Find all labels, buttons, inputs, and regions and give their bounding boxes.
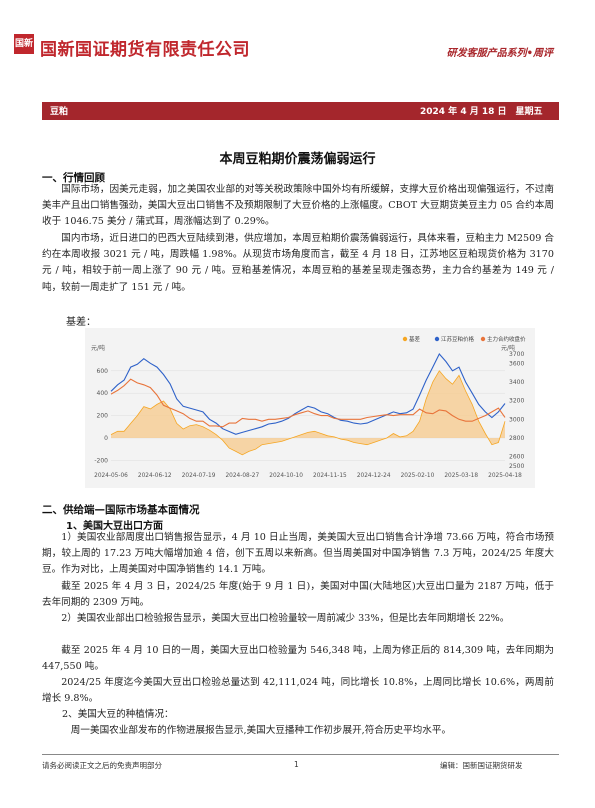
right-tick-label: 3400 [509, 379, 524, 386]
report-info-bar [42, 102, 559, 120]
right-tick-label: 2800 [509, 435, 524, 442]
footer-editor: 编辑：国新国证期货研发 [440, 761, 523, 770]
left-tick-label: 0 [104, 435, 108, 442]
legend-swatch [434, 336, 440, 342]
spot-price-line [110, 353, 506, 435]
legend-label: 基差 [409, 335, 421, 343]
report-series: 研发客服产品系列•周评 [446, 48, 553, 59]
chart-legend: 基差 江苏豆粕价格 主力合约收盘价 [402, 335, 526, 343]
x-tick-label: 2025-03-18 [444, 473, 478, 479]
section-heading-market-review: 一、行情回顾 [42, 172, 105, 184]
page-title: 本周豆粕期价震荡偏弱运行 [219, 152, 376, 167]
right-tick-label: 3700 [509, 351, 524, 358]
paragraph-export-inspection: 2）美国农业部出口检验报告显示，美国大豆出口检验量较一周前减少 33%，但是比去… [61, 613, 510, 624]
chart-plot-area [110, 353, 506, 456]
paragraph-export-to-china: 截至 2025 年 4 月 3 日，2024/25 年度(始于 9 月 1 日)… [42, 581, 554, 609]
paragraph-international-market: 国际市场，因美元走弱，加之美国农业部的对等关税政策除中国外均有所缓解，支撑大豆价… [42, 184, 554, 228]
report-date: 2024 年 4 月 18 日 星期五 [420, 107, 543, 117]
right-tick-label: 2500 [509, 463, 524, 470]
chart-label: 基差： [66, 317, 96, 328]
x-tick-label: 2025-02-10 [401, 473, 435, 479]
left-tick-label: -200 [94, 457, 108, 464]
right-tick-label: 3600 [509, 360, 524, 367]
left-tick-label: 200 [97, 413, 109, 420]
right-axis-unit: 元/吨 [501, 344, 515, 352]
legend-swatch [480, 336, 486, 342]
right-tick-label: 3000 [509, 416, 524, 423]
right-tick-label: 3200 [509, 398, 524, 405]
paragraph-planting-progress: 周一美国农业部发布的作物进展报告显示,美国大豆播种工作初步展开,符合历史平均水平… [70, 725, 452, 736]
left-tick-label: 600 [97, 368, 109, 375]
x-tick-label: 2024-07-19 [182, 473, 216, 479]
right-axis: 2500 2600 2800 3000 3200 3400 3600 3700 [509, 351, 524, 470]
x-tick-label: 2024-06-12 [138, 473, 172, 479]
futures-price-line [110, 378, 506, 428]
legend-label: 江苏豆粕价格 [441, 335, 475, 343]
left-axis: -200 0 200 400 600 [94, 368, 108, 465]
company-name: 国新国证期货有限责任公司 [40, 40, 250, 60]
basis-area [111, 370, 505, 455]
left-tick-label: 400 [97, 390, 109, 397]
company-logo: 国新 [14, 34, 34, 54]
footer-disclaimer: 请务必阅读正文之后的免责声明部分 [42, 761, 162, 770]
legend-swatch [402, 336, 408, 342]
x-tick-label: 2025-04-18 [488, 473, 522, 479]
paragraph-season-inspection: 2024/25 年度迄今美国大豆出口检验总量达到 42,111,024 吨，同比… [42, 677, 554, 705]
x-tick-label: 2024-05-06 [94, 473, 128, 479]
subheading-us-export: 1、美国大豆出口方面 [66, 521, 163, 532]
left-axis-unit: 元/吨 [91, 344, 105, 352]
paragraph-weekly-inspection: 截至 2025 年 4 月 10 日的一周，美国大豆出口检验量为 546,348… [42, 645, 554, 673]
paragraph-domestic-market: 国内市场，近日进口的巴西大豆陆续到港，供应增加，本周豆粕期价震荡偏弱运行，具体来… [42, 233, 554, 293]
paragraph-export-sales: 1）美国农业部周度出口销售报告显示，4 月 10 日止当周，美美国大豆出口销售合… [42, 532, 554, 576]
legend-label: 主力合约收盘价 [487, 335, 526, 343]
x-axis: 2024-05-06 2024-06-12 2024-07-19 2024-08-27… [94, 473, 522, 479]
footer-divider [42, 754, 559, 755]
page-number: 1 [294, 760, 299, 769]
x-tick-label: 2024-11-15 [313, 473, 347, 479]
basis-line [110, 370, 506, 456]
x-tick-label: 2024-10-10 [269, 473, 303, 479]
section-heading-supply: 二、供给端—国际市场基本面情况 [42, 504, 200, 516]
basis-chart: 基差 江苏豆粕价格 主力合约收盘价 元/吨 元/吨 -200 0 200 400 600 2… [85, 328, 535, 488]
x-tick-label: 2024-12-24 [357, 473, 391, 479]
subheading-planting: 2、美国大豆的种植情况： [62, 709, 174, 720]
report-category: 豆粕 [50, 107, 69, 117]
right-tick-label: 2600 [509, 454, 524, 461]
x-tick-label: 2024-08-27 [225, 473, 259, 479]
